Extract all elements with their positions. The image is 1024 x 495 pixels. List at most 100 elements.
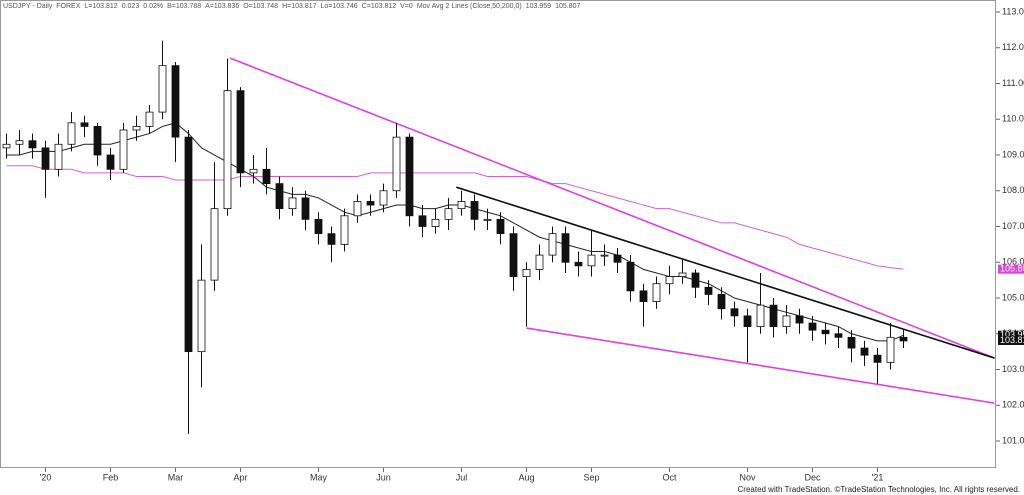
candle-body <box>704 286 713 295</box>
candle-body <box>431 218 440 227</box>
candle-body <box>444 208 453 220</box>
x-tick-label: Jul <box>456 472 468 482</box>
candle-body <box>561 233 570 263</box>
candle-body <box>54 143 63 170</box>
candle-body <box>795 315 804 324</box>
y-tick-label: 112.000 <box>1002 42 1024 52</box>
candle-body <box>717 294 726 310</box>
x-tick-label: Sep <box>583 472 599 482</box>
candle-body <box>873 354 882 363</box>
price-marker <box>998 264 1024 274</box>
candle-body <box>301 197 310 220</box>
candle-body <box>730 308 739 317</box>
x-tick-label: '20 <box>40 472 52 482</box>
header-item: Lo=103.746 <box>321 3 358 10</box>
candle-body <box>197 279 206 353</box>
candle-body <box>483 218 492 221</box>
y-tick-label: 103.000 <box>1002 364 1024 374</box>
candle-body <box>418 215 427 227</box>
candle-body <box>132 126 141 131</box>
y-tick-label: 110.000 <box>1002 114 1024 124</box>
candle-body <box>782 315 791 328</box>
candle-body <box>470 201 479 220</box>
y-tick-label: 108.000 <box>1002 185 1024 195</box>
candle-body <box>314 218 323 235</box>
header-item: V=0 <box>400 3 413 10</box>
candle-body <box>288 197 297 210</box>
candle-body <box>587 254 596 267</box>
candle-body <box>496 218 505 235</box>
candle-body <box>106 154 115 170</box>
header-item: 0.02% <box>143 3 163 10</box>
x-tick-label: Mar <box>168 472 184 482</box>
trendline <box>526 327 995 404</box>
moving-average <box>6 122 904 342</box>
y-tick-label: 101.000 <box>1002 435 1024 445</box>
price-marker <box>998 335 1024 345</box>
candle-body <box>275 183 284 210</box>
candle-body <box>665 276 674 285</box>
y-tick-label: 109.000 <box>1002 149 1024 159</box>
candle-body <box>119 129 128 170</box>
candle-body <box>236 90 245 174</box>
candle-body <box>652 283 661 302</box>
candle-body <box>600 254 609 257</box>
candle-body <box>2 143 11 149</box>
x-tick-label: Jun <box>376 472 391 482</box>
candle-body <box>392 136 401 192</box>
candle-body <box>158 65 167 113</box>
candle-body <box>834 333 843 338</box>
y-tick-label: 105.000 <box>1002 292 1024 302</box>
x-tick-label: Aug <box>518 472 534 482</box>
candle-body <box>379 190 388 206</box>
x-tick-label: Dec <box>804 472 821 482</box>
header-item: 105.807 <box>555 3 580 10</box>
y-tick-label: 106.000 <box>1002 257 1024 267</box>
header-item: 103.959 <box>526 3 551 10</box>
candle-body <box>691 272 700 288</box>
candle-body <box>249 168 258 174</box>
candle-body <box>93 126 102 156</box>
footer: Created with TradeStation. ©TradeStation… <box>738 485 1021 494</box>
y-tick-label: 111.000 <box>1002 78 1024 88</box>
candle-body <box>41 147 50 170</box>
header-item: USDJPY - Daily <box>3 3 53 10</box>
candle-body <box>457 201 466 210</box>
candle-body <box>548 233 557 256</box>
header-item: C=103.812 <box>362 3 397 10</box>
trendline <box>456 186 995 359</box>
candle-body <box>808 322 817 331</box>
candle-body <box>756 304 765 328</box>
price-marker <box>998 330 1024 340</box>
candle-body <box>327 233 336 245</box>
header-item: 0.023 <box>122 3 140 10</box>
candle-body <box>639 290 648 302</box>
candle-body <box>353 201 362 217</box>
candle-body <box>886 336 895 363</box>
candle-body <box>80 122 89 127</box>
moving-average <box>6 165 904 270</box>
candle-body <box>366 201 375 206</box>
candle-body <box>769 304 778 328</box>
y-tick-label: 102.000 <box>1002 400 1024 410</box>
candle-body <box>574 261 583 267</box>
candle-body <box>847 336 856 349</box>
header-item: Mov Avg 2 Lines (Close,50,200,0) <box>417 3 522 10</box>
header-item: FOREX <box>56 3 80 10</box>
candle-body <box>145 111 154 127</box>
x-tick-label: Apr <box>233 472 247 482</box>
candle-body <box>262 168 271 185</box>
candle-body <box>678 272 687 277</box>
x-tick-label: Oct <box>662 472 677 482</box>
x-tick-label: May <box>310 472 328 482</box>
trendline <box>229 57 995 359</box>
header: USDJPY - Daily FOREX L=103.812 0.023 0.02% B=… <box>3 3 580 10</box>
candle-body <box>522 269 531 277</box>
candle-body <box>535 254 544 270</box>
candle-body <box>405 136 414 217</box>
y-tick-label: 107.000 <box>1002 221 1024 231</box>
candle-body <box>613 254 622 263</box>
price-marker-label: 103.812 <box>1000 335 1024 345</box>
candle-body <box>15 140 24 145</box>
